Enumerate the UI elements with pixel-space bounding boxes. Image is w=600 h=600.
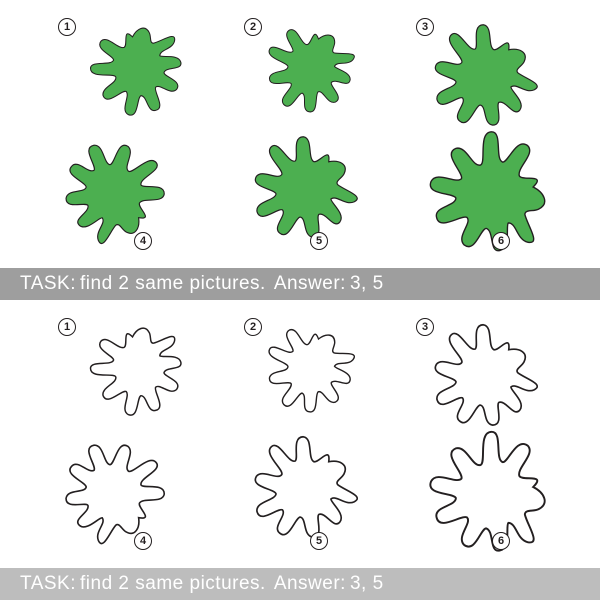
task-text: find 2 same pictures. [80, 573, 266, 595]
number-badge-2: 2 [244, 318, 262, 336]
number-badge-1: 1 [58, 318, 76, 336]
number-badge-1: 1 [58, 18, 76, 36]
blot-6-outline [420, 418, 558, 556]
answer-value: 3, 5 [350, 573, 384, 595]
task-bar-bottom: TASK: find 2 same pictures. Answer: 3, 5 [0, 568, 600, 600]
number-badge-2: 2 [244, 18, 262, 36]
blot-4-outline [60, 430, 175, 545]
blot-3-outline [420, 314, 538, 432]
number-badge-6: 6 [492, 532, 510, 550]
number-badge-5: 5 [310, 532, 328, 550]
number-badge-3: 3 [416, 18, 434, 36]
task-label: TASK: [20, 573, 76, 595]
blot-3-colored [420, 14, 538, 132]
blot-1-colored [80, 18, 185, 123]
blot-6-colored [420, 118, 558, 256]
number-badge-5: 5 [310, 232, 328, 250]
number-badge-4: 4 [134, 532, 152, 550]
blot-2-outline [255, 318, 355, 418]
panel-colored: 1 2 3 4 5 6 [0, 0, 600, 268]
answer-label: Answer: [274, 273, 346, 295]
task-bar-top: TASK: find 2 same pictures. Answer: 3, 5 [0, 268, 600, 300]
blot-5-outline [240, 426, 358, 544]
blot-5-colored [240, 126, 358, 244]
panel-outline: 1 2 3 4 5 6 [0, 300, 600, 568]
number-badge-3: 3 [416, 318, 434, 336]
blot-1-outline [80, 318, 185, 423]
blot-4-colored [60, 130, 175, 245]
number-badge-6: 6 [492, 232, 510, 250]
task-label: TASK: [20, 273, 76, 295]
blot-2-colored [255, 18, 355, 118]
answer-label: Answer: [274, 573, 346, 595]
task-text: find 2 same pictures. [80, 273, 266, 295]
number-badge-4: 4 [134, 232, 152, 250]
answer-value: 3, 5 [350, 273, 384, 295]
